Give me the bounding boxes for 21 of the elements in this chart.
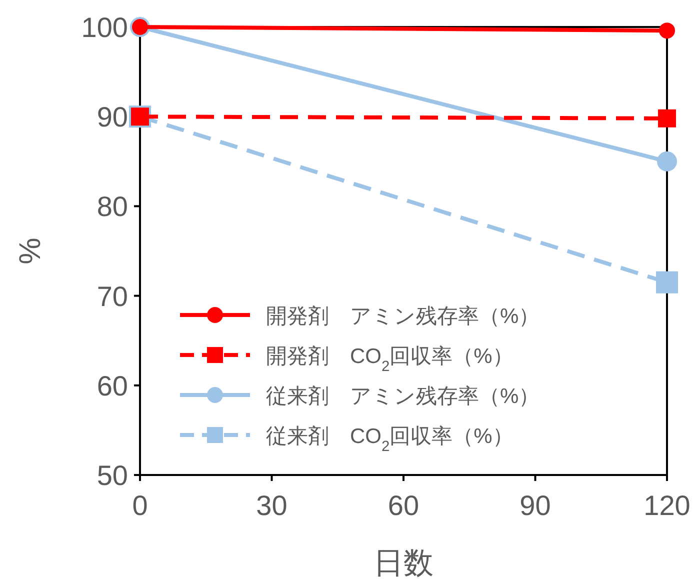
y-tick-label: 90 <box>96 102 128 133</box>
y-axis-title: % <box>14 238 47 264</box>
legend-label: 従来剤 CO$_{2}$回収率（%） <box>266 425 514 455</box>
x-tick-label: 60 <box>388 490 420 521</box>
y-tick-label: 60 <box>96 370 128 402</box>
y-tick-label: 50 <box>96 460 128 491</box>
x-tick-label: 120 <box>644 490 690 521</box>
point <box>656 271 678 294</box>
y-tick-label: 100 <box>81 12 128 43</box>
x-tick-label: 0 <box>132 490 148 521</box>
point <box>659 22 675 39</box>
y-tick-label: 70 <box>96 280 128 312</box>
legend-label: 開発剤 CO$_{2}$回収率（%） <box>266 345 514 375</box>
legend-label: 従来剤 アミン残存率（%） <box>266 385 540 408</box>
point <box>658 109 676 128</box>
legend-label: 開発剤 アミン残存率（%） <box>266 305 540 328</box>
y-tick-label: 80 <box>96 191 128 222</box>
x-tick-label: 30 <box>256 490 288 521</box>
point <box>657 151 677 172</box>
x-axis-title: 日数 <box>374 547 434 579</box>
x-tick-label: 90 <box>520 490 551 521</box>
